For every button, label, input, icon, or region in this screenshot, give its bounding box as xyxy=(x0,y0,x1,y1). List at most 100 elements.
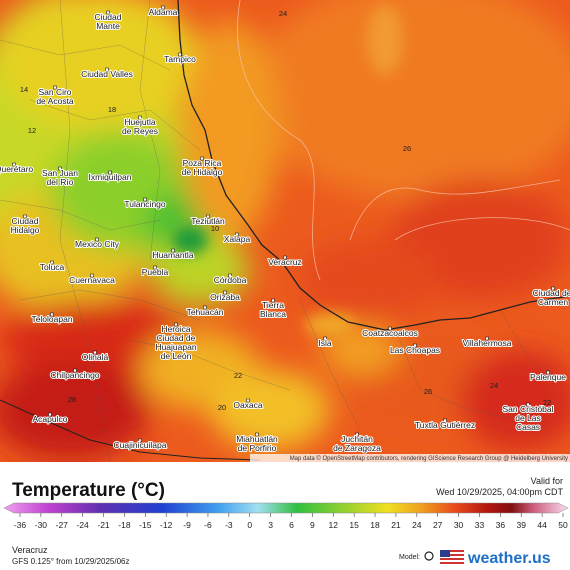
city-label-line: Cuernavaca xyxy=(69,275,115,285)
colorbar-tick-label: -36 xyxy=(14,520,27,530)
city-label-line: Mexico City xyxy=(75,239,120,249)
attribution-bg xyxy=(250,454,570,462)
city-label: Olinalá xyxy=(82,352,109,362)
colorbar-tick-label: -18 xyxy=(118,520,131,530)
city-dot xyxy=(153,265,157,270)
city-label-line: de Las xyxy=(515,413,541,423)
city-dot xyxy=(388,326,392,331)
city-label-line: Isla xyxy=(318,338,332,348)
city-dot xyxy=(355,432,359,437)
city-label: Xalapa xyxy=(224,234,251,244)
city-label-line: Juchitán xyxy=(341,434,373,444)
city-label-line: Cuajinicuilapa xyxy=(114,440,167,450)
colorbar-tick-label: -12 xyxy=(160,520,173,530)
colorbar-tick-label: 39 xyxy=(516,520,526,530)
city-label-line: del Río xyxy=(47,177,74,187)
city-label-line: Huajuapan xyxy=(155,342,196,352)
city-dot xyxy=(48,412,52,417)
isotherm-label: 20 xyxy=(218,403,226,412)
city-dot xyxy=(108,170,112,175)
city-label: Tampico xyxy=(164,54,196,64)
city-label: Ciudad Mante xyxy=(95,12,122,31)
city-label: Veracruz xyxy=(268,257,302,267)
city-dot xyxy=(206,214,210,219)
colorbar-tick-label: 50 xyxy=(558,520,568,530)
city-dot xyxy=(546,370,550,375)
city-dot xyxy=(138,438,142,443)
city-dot xyxy=(90,273,94,278)
city-label-line: Miahuatlán xyxy=(236,434,278,444)
colorbar-tick-label: 21 xyxy=(391,520,401,530)
colorbar-tick-label: 33 xyxy=(475,520,485,530)
colorbar-tick-label: 6 xyxy=(289,520,294,530)
isotherm-label: 14 xyxy=(20,85,28,94)
city-label: Isla xyxy=(318,338,332,348)
attribution: Map data © OpenStreetMap contributors, r… xyxy=(290,455,568,462)
brand[interactable]: weather.us xyxy=(467,550,551,567)
city-label: Miahuatlán de Porfirio xyxy=(236,434,278,453)
city-label-line: Teziutlán xyxy=(191,216,225,226)
city-label: San Juan del Río xyxy=(42,168,78,187)
city-dot xyxy=(255,432,259,437)
city-dot xyxy=(53,85,57,90)
city-label-line: Tierra xyxy=(262,300,284,310)
city-label-line: Ciudad del xyxy=(533,288,570,298)
colorbar-tick-label: 44 xyxy=(537,520,547,530)
colorbar-tick-label: -24 xyxy=(77,520,90,530)
city-label-line: Aldama xyxy=(149,7,178,17)
city-label-line: Chilpancingo xyxy=(50,370,99,380)
city-label-line: Ciudad Valles xyxy=(81,69,133,79)
city-dot xyxy=(200,156,204,161)
city-label-line: Puebla xyxy=(142,267,169,277)
city-label-line: Huejutla xyxy=(124,117,155,127)
city-label-line: Ixmiquilpan xyxy=(89,172,132,182)
city-dot xyxy=(58,166,62,171)
city-dot xyxy=(203,305,207,310)
city-dot xyxy=(323,336,327,341)
city-label: Las Choapas xyxy=(390,345,440,355)
city-label-line: Palenque xyxy=(530,372,566,382)
city-label-line: de León xyxy=(161,351,192,361)
isotherm-label: 12 xyxy=(28,126,36,135)
city-label: Aldama xyxy=(149,7,178,17)
city-label-line: Carmen xyxy=(538,297,569,307)
city-dot xyxy=(171,248,175,253)
city-label: Ciudad Hidalgo xyxy=(11,216,40,235)
city-label-line: Casas xyxy=(516,422,540,432)
city-label-line: Ciudad xyxy=(12,216,39,226)
isotherm-label: 26 xyxy=(424,387,432,396)
city-label: San Cristóbal de Las Casas xyxy=(502,404,553,432)
city-label: Orizaba xyxy=(210,292,240,302)
coastline xyxy=(177,0,570,331)
city-label: Coatzacoalcos xyxy=(362,328,418,338)
city-dot xyxy=(161,5,165,10)
city-label-line: Mante xyxy=(96,21,120,31)
city-label: Tierra Blanca xyxy=(260,300,286,319)
city-label-line: Xalapa xyxy=(224,234,251,244)
city-label: Huamantla xyxy=(152,250,193,260)
city-dot xyxy=(95,237,99,242)
legend-title: Temperature (°C) xyxy=(12,480,165,501)
city-label-line: Tulancingo xyxy=(124,199,166,209)
city-label-line: Toluca xyxy=(40,262,65,272)
colorbar-tick-label: 18 xyxy=(370,520,380,530)
city-label: Tuxtla Gutiérrez xyxy=(415,420,475,430)
city-label-line: Tuxtla Gutiérrez xyxy=(415,420,475,430)
city-label: Querétaro xyxy=(0,164,33,174)
city-label: Chilpancingo xyxy=(50,370,99,380)
colorbar-tick-label: -6 xyxy=(204,520,212,530)
city-label: Cuajinicuilapa xyxy=(114,440,167,450)
city-label: Cuernavaca xyxy=(69,275,115,285)
city-label-line: Córdoba xyxy=(214,275,247,285)
valid-label: Valid for xyxy=(531,476,563,486)
city-label-line: San Cristóbal xyxy=(502,404,553,414)
city-label-line: Oaxaca xyxy=(233,400,263,410)
city-label-line: Blanca xyxy=(260,309,286,319)
city-dot xyxy=(23,214,27,219)
city-dot xyxy=(105,67,109,72)
city-label-line: Heroica xyxy=(161,324,191,334)
model-run: GFS 0.125° from 10/29/2025/06z xyxy=(12,557,130,566)
city-label-line: Coatzacoalcos xyxy=(362,328,418,338)
